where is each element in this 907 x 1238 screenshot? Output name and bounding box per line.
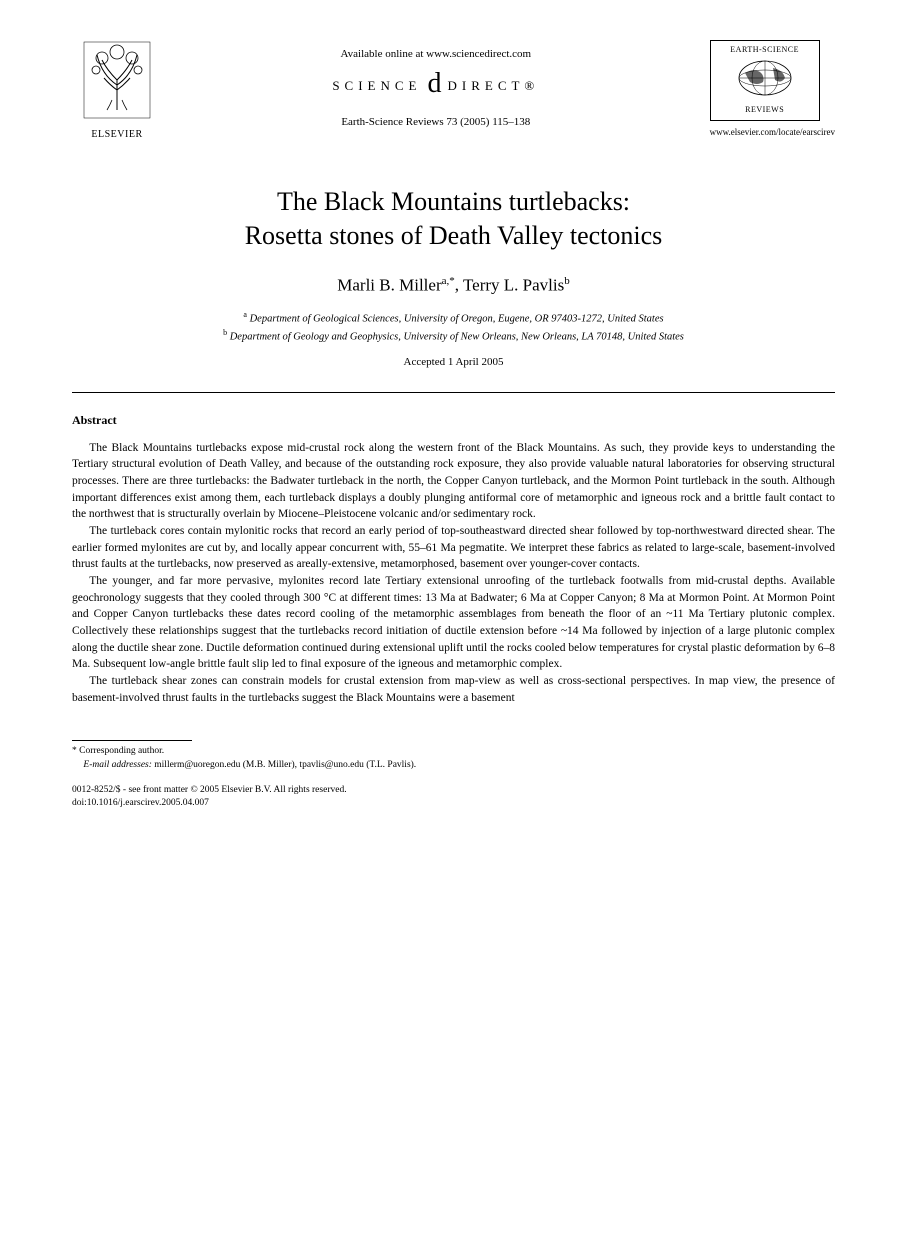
publisher-logo-block: ELSEVIER [72,40,162,140]
title-line-1: The Black Mountains turtlebacks: [277,187,630,216]
elsevier-tree-icon [82,40,152,120]
accepted-date: Accepted 1 April 2005 [72,356,835,368]
abstract-p1: The Black Mountains turtlebacks expose m… [72,440,835,523]
sd-left: SCIENCE [332,78,421,94]
abstract-p3: The younger, and far more pervasive, myl… [72,573,835,673]
abstract-body: The Black Mountains turtlebacks expose m… [72,440,835,707]
authors-line: Marli B. Millera,*, Terry L. Pavlisb [72,275,835,296]
author-separator: , [455,275,463,294]
doi-line: doi:10.1016/j.earscirev.2005.04.007 [72,797,835,810]
journal-logo-wrapper: EARTH-SCIENCE REVIEWS www.elsevier.com/l… [710,40,835,177]
corresponding-author: * Corresponding author. [72,745,835,758]
journal-box-top: EARTH-SCIENCE [715,45,815,54]
sd-d-icon: d [427,68,441,100]
author-2-sup: b [564,275,570,287]
journal-url: www.elsevier.com/locate/earscirev [710,127,835,137]
citation-line: Earth-Science Reviews 73 (2005) 115–138 [162,116,710,128]
page-header: ELSEVIER Available online at www.science… [72,40,835,177]
divider-rule [72,392,835,393]
globe-icon [735,58,795,98]
sciencedirect-logo: SCIENCE d DIRECT® [332,70,539,102]
copyright-block: 0012-8252/$ - see front matter © 2005 El… [72,784,835,811]
affiliation-a: a Department of Geological Sciences, Uni… [72,309,835,327]
available-online-text: Available online at www.sciencedirect.co… [162,48,710,60]
aff-a-text: Department of Geological Sciences, Unive… [247,314,664,325]
journal-logo-block: EARTH-SCIENCE REVIEWS [710,40,820,121]
footnotes: * Corresponding author. E-mail addresses… [72,745,835,772]
author-1: Marli B. Miller [337,275,441,294]
title-line-2: Rosetta stones of Death Valley tectonics [245,221,663,250]
abstract-p4: The turtleback shear zones can constrain… [72,673,835,706]
email-line: E-mail addresses: millerm@uoregon.edu (M… [72,759,835,772]
journal-box-bottom: REVIEWS [715,105,815,114]
copyright-line-1: 0012-8252/$ - see front matter © 2005 El… [72,784,835,797]
author-2: Terry L. Pavlis [463,275,564,294]
center-header: Available online at www.sciencedirect.co… [162,40,710,128]
footnote-rule [72,740,192,741]
abstract-p2: The turtleback cores contain mylonitic r… [72,523,835,573]
abstract-heading: Abstract [72,413,835,428]
affiliation-b: b Department of Geology and Geophysics, … [72,327,835,345]
author-1-sup: a,* [442,275,455,287]
sd-right: DIRECT® [447,78,539,94]
email-label: E-mail addresses: [83,760,152,770]
publisher-name: ELSEVIER [72,129,162,140]
affiliations: a Department of Geological Sciences, Uni… [72,309,835,345]
article-title: The Black Mountains turtlebacks: Rosetta… [72,185,835,253]
email-text: millerm@uoregon.edu (M.B. Miller), tpavl… [152,760,416,770]
aff-b-text: Department of Geology and Geophysics, Un… [227,332,684,343]
